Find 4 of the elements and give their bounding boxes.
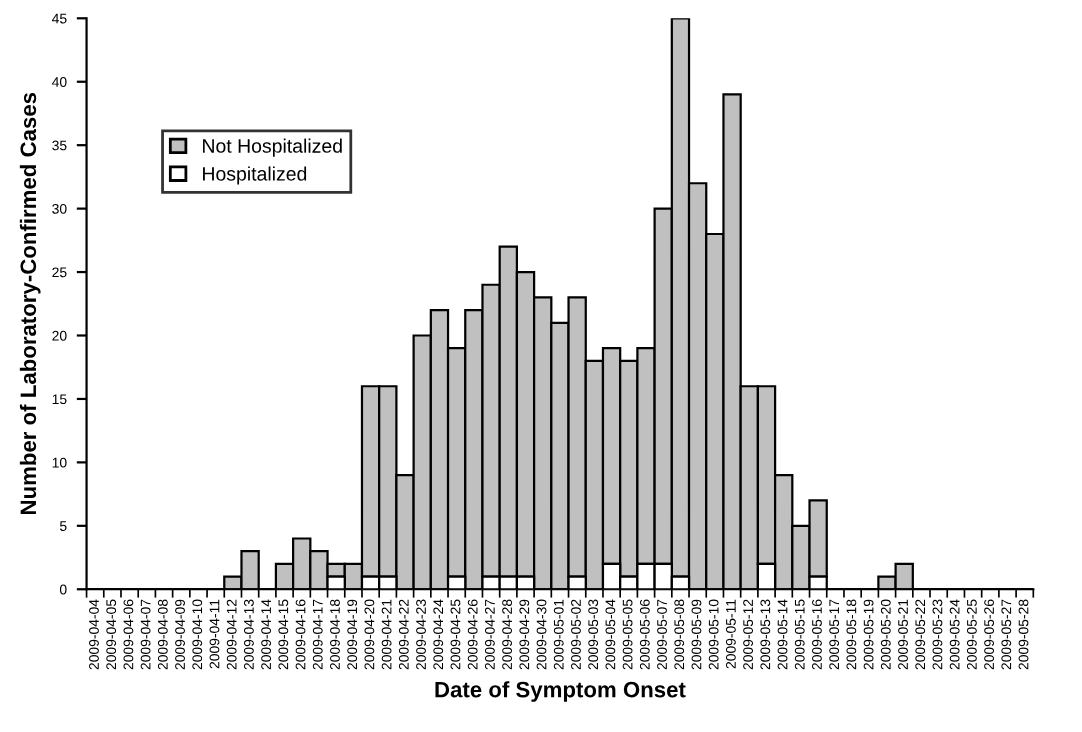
x-axis-title: Date of Symptom Onset [435, 681, 686, 702]
y-axis-title: Number of Laboratory-Confirmed Cases [19, 92, 41, 515]
legend-label: Not Hospitalized [203, 138, 342, 157]
legend-label: Hospitalized [203, 166, 307, 185]
